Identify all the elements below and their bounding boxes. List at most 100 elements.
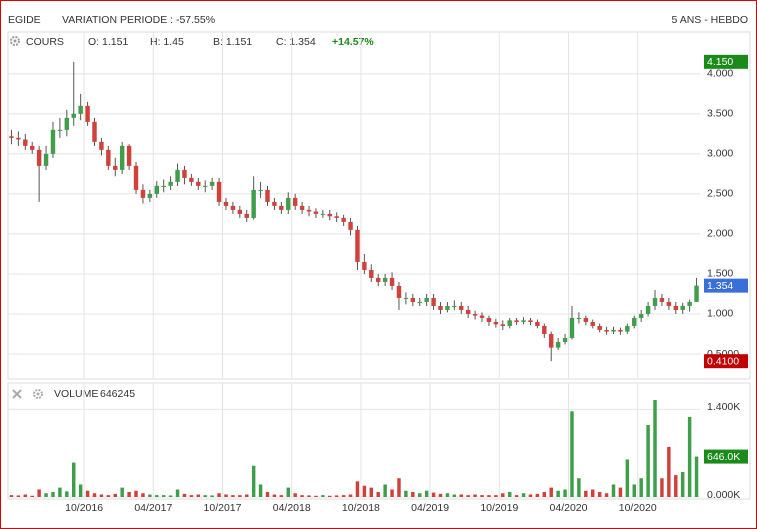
legend-low: B: 1.151 [213, 36, 252, 48]
candle-body [230, 205, 236, 210]
price-legend-title: COURS [26, 36, 64, 48]
volume-panel [7, 382, 751, 500]
x-tick-label: 04/2019 [411, 502, 449, 514]
candle-body [445, 305, 450, 310]
volume-bar [494, 495, 498, 497]
candle-body [666, 301, 672, 306]
candle-body [604, 329, 609, 332]
candle-body [355, 229, 360, 262]
candle-body [272, 201, 277, 206]
candle-body [175, 169, 180, 182]
candle-body [258, 189, 263, 191]
x-tick-label: 10/2019 [480, 502, 518, 514]
volume-bar [30, 495, 34, 497]
volume-bar [148, 494, 152, 497]
volume-bar [473, 494, 477, 497]
volume-bar [653, 400, 657, 497]
volume-bar [251, 465, 256, 497]
candle-body [632, 317, 637, 326]
symbol: EGIDE [8, 14, 41, 26]
volume-bar [466, 495, 470, 497]
volume-bar [431, 492, 436, 497]
volume-bar [424, 490, 429, 497]
volume-bar [279, 495, 284, 497]
candle-body [133, 165, 139, 190]
volume-bar [127, 491, 131, 497]
volume-bar [604, 493, 609, 497]
gear-icon[interactable] [33, 389, 43, 399]
volume-bar [376, 491, 380, 497]
volume-bar [355, 481, 360, 497]
legend-high: H: 1.45 [150, 36, 184, 48]
price-flag-label: 1.354 [707, 280, 733, 292]
candle-body [645, 305, 651, 314]
candle-body [292, 197, 298, 206]
price-flag [704, 354, 748, 369]
volume-bar [321, 495, 325, 497]
candle-body [549, 333, 554, 348]
volume-bar [120, 487, 124, 497]
volume-bar [418, 493, 422, 497]
candle-body [611, 329, 616, 332]
candle-body [618, 329, 623, 332]
volume-bar [556, 490, 560, 497]
y-tick-label: 4.000 [707, 68, 733, 80]
volume-bar [570, 411, 574, 497]
candle-body [528, 320, 533, 322]
candle-body [535, 321, 540, 326]
candle-body [251, 189, 256, 218]
volume-bar [258, 484, 263, 497]
volume-bar [646, 425, 650, 497]
volume-bar [16, 495, 21, 497]
candle-body [431, 297, 436, 306]
volume-legend-value: 646245 [100, 388, 135, 400]
volume-bar [300, 495, 304, 497]
close-icon[interactable] [12, 389, 22, 399]
candle-body [320, 213, 326, 215]
volume-bar [438, 493, 443, 497]
volume-bar [286, 487, 290, 497]
volume-bar [452, 494, 457, 497]
y-tick-label: 2.000 [707, 228, 733, 240]
volume-bar [307, 495, 311, 497]
candle-body [555, 341, 561, 348]
x-tick-label: 10/2018 [342, 502, 380, 514]
volume-bar [314, 495, 318, 497]
candle-body [382, 277, 388, 282]
volume-bar [65, 491, 69, 497]
candle-body [424, 297, 429, 302]
volume-bar [667, 446, 671, 497]
candle-body [514, 320, 519, 322]
volume-bar [362, 485, 367, 497]
gear-icon[interactable] [10, 36, 20, 46]
legend-change: +14.57% [332, 36, 374, 48]
volume-bar [611, 484, 616, 497]
candle-body [16, 137, 21, 140]
x-tick-label: 04/2017 [134, 502, 172, 514]
volume-bar [106, 495, 111, 497]
volume-bar [639, 478, 643, 497]
candle-body [147, 193, 153, 198]
candle-body [659, 297, 665, 302]
x-tick-label: 10/2017 [204, 502, 242, 514]
candle-body [410, 297, 416, 302]
volume-bars [9, 400, 699, 497]
candle-body [223, 201, 229, 206]
volume-bar [341, 495, 346, 497]
volume-bar [328, 495, 332, 497]
volume-bar [397, 478, 401, 497]
volume-bar [189, 495, 194, 497]
y-tick-label: 0.000K [707, 489, 740, 501]
price-flag-label: 4.150 [707, 56, 733, 68]
volume-bar [224, 494, 228, 497]
y-tick-label: 3.500 [707, 108, 733, 120]
candle-body [403, 297, 409, 299]
volume-bar [549, 487, 553, 497]
candle-body [389, 277, 395, 286]
candle-body [265, 189, 270, 202]
volume-flag [704, 449, 748, 464]
candle-body [57, 129, 63, 131]
volume-bar [625, 459, 630, 497]
volume-bar [411, 491, 415, 497]
x-tick-label: 10/2020 [619, 502, 657, 514]
